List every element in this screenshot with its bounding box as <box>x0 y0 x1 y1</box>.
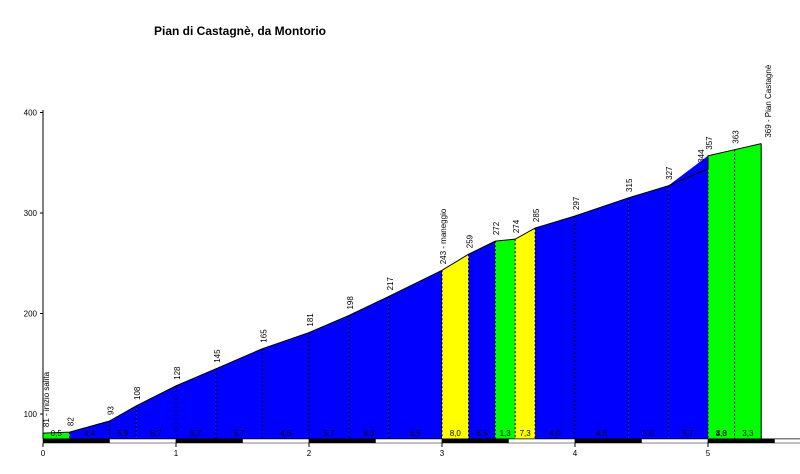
scale-bar-block-11 <box>774 438 800 444</box>
elevation-label-3: 108 <box>133 386 142 400</box>
y-tick-label-2: 300 <box>24 209 38 218</box>
gradient-label-19: 3,0 <box>716 429 728 438</box>
x-axis: 0 1 2 3 4 5 <box>41 443 711 458</box>
elevation-label-1: 82 <box>67 417 76 426</box>
gradient-fill-8 <box>348 296 389 439</box>
y-tick-label-0: 100 <box>24 410 38 419</box>
scale-bar-block-0 <box>42 438 110 444</box>
scale-bar-block-6 <box>441 438 509 444</box>
gradient-fill-3 <box>136 385 176 439</box>
gradient-fill-5 <box>215 348 263 439</box>
elevation-label-6: 165 <box>259 329 268 343</box>
profile-outline <box>42 143 762 434</box>
scale-bar-block-1 <box>109 438 177 444</box>
gradient-label-4: 5,7 <box>190 429 202 438</box>
gradient-label-0: 0,5 <box>51 429 63 438</box>
gradient-label-20: 3,3 <box>742 429 754 438</box>
gradient-fill-10 <box>442 254 469 439</box>
gradient-label-15: 4,6 <box>596 429 608 438</box>
elevation-label-12: 272 <box>492 221 501 235</box>
elevation-label-7: 181 <box>306 313 315 327</box>
elevation-label-20: 363 <box>732 130 741 144</box>
gradient-fill-13 <box>515 228 536 439</box>
gradient-fill-20 <box>734 143 762 439</box>
elevation-label-8: 198 <box>346 296 355 310</box>
x-tick-label-4: 4 <box>573 449 578 458</box>
elevation-label-5: 145 <box>213 349 222 363</box>
x-tick-label-5: 5 <box>706 449 711 458</box>
segment-dividers <box>69 143 762 439</box>
elevation-label-17: 327 <box>665 166 674 180</box>
chart-title: Pian di Castagnè, da Montorio <box>154 24 326 38</box>
gradient-label-10: 8,0 <box>450 429 462 438</box>
scale-bar-block-3 <box>242 438 310 444</box>
scale-bar-block-4 <box>308 438 376 444</box>
scale-bar-block-5 <box>375 438 443 444</box>
gradient-fill-1 <box>69 421 110 439</box>
gradient-fill-19 <box>708 149 735 439</box>
y-tick-label-3: 400 <box>24 109 38 118</box>
elevation-label-11: 259 <box>466 234 475 248</box>
elevation-label-19: 357 <box>705 136 714 150</box>
elevation-label-9: 217 <box>386 277 395 291</box>
gradient-label-3: 6,7 <box>150 429 162 438</box>
x-tick-label-1: 1 <box>174 449 179 458</box>
x-tick-label-2: 2 <box>307 449 312 458</box>
elevation-label-0: 81 - inizio salita <box>42 371 51 427</box>
x-tick-label-3: 3 <box>440 449 445 458</box>
gradient-label-6: 4,6 <box>280 429 292 438</box>
gradient-fill-4 <box>176 368 216 439</box>
gradient-fill-14 <box>535 216 575 439</box>
gradient-label-16: 5,0 <box>643 429 655 438</box>
elevation-label-13: 274 <box>512 219 521 233</box>
gradient-label-1: 4,4 <box>84 429 96 438</box>
gradient-label-11: 6,5 <box>476 429 488 438</box>
gradient-label-13: 7,3 <box>520 429 532 438</box>
gradient-label-8: 6,3 <box>363 429 375 438</box>
y-tick-label-1: 200 <box>24 310 38 319</box>
y-axis: 100 200 300 400 <box>24 109 44 439</box>
scale-bar-block-9 <box>641 438 709 444</box>
gradient-label-14: 4,0 <box>549 429 561 438</box>
gradient-label-9: 6,5 <box>410 429 422 438</box>
gradient-fills <box>42 143 762 439</box>
gradient-fill-17 <box>668 155 708 439</box>
gradient-label-2: 5,9 <box>117 429 129 438</box>
gradient-label-5: 5,7 <box>234 429 246 438</box>
elevation-label-14: 285 <box>532 208 541 222</box>
distance-scale-bar <box>42 438 800 444</box>
gradient-fill-11 <box>468 241 496 439</box>
gradient-label-12: 1,3 <box>500 429 512 438</box>
scale-bar-block-7 <box>508 438 576 444</box>
gradient-label-17: 5,7 <box>682 429 694 438</box>
gradient-label-7: 5,7 <box>323 429 335 438</box>
scale-bar-block-10 <box>707 438 775 444</box>
elevation-label-18: 344 <box>697 149 706 163</box>
elevation-label-4: 128 <box>173 366 182 380</box>
elevation-label-15: 297 <box>572 196 581 210</box>
x-tick-label-0: 0 <box>41 449 46 458</box>
elevation-label-2: 93 <box>107 406 116 415</box>
elevation-label-10: 243 - maneggio <box>439 208 448 264</box>
elevation-label-16: 315 <box>625 178 634 192</box>
gradient-fill-15 <box>575 197 629 439</box>
gradient-labels: 0,5 4,4 5,9 6,7 5,7 5,7 4,6 5,7 6,3 6,5 8,0 6,5 1,3 7… <box>51 429 754 438</box>
gradient-fill-6 <box>262 332 309 439</box>
gradient-fill-0 <box>43 432 70 439</box>
gradient-fill-2 <box>109 405 137 439</box>
elevation-label-21: 369 - Pian Castagnè <box>764 64 773 137</box>
scale-bar-block-2 <box>175 438 243 444</box>
gradient-fill-16 <box>628 185 669 439</box>
gradient-fill-12 <box>495 239 516 439</box>
gradient-label-18: 4,3 <box>716 429 728 438</box>
scale-bar-block-8 <box>574 438 642 444</box>
gradient-fill-7 <box>309 315 349 439</box>
elevation-labels: 81 - inizio salita 82 93 108 128 145 165 181 198… <box>42 64 773 427</box>
gradient-fill-9 <box>388 270 442 439</box>
